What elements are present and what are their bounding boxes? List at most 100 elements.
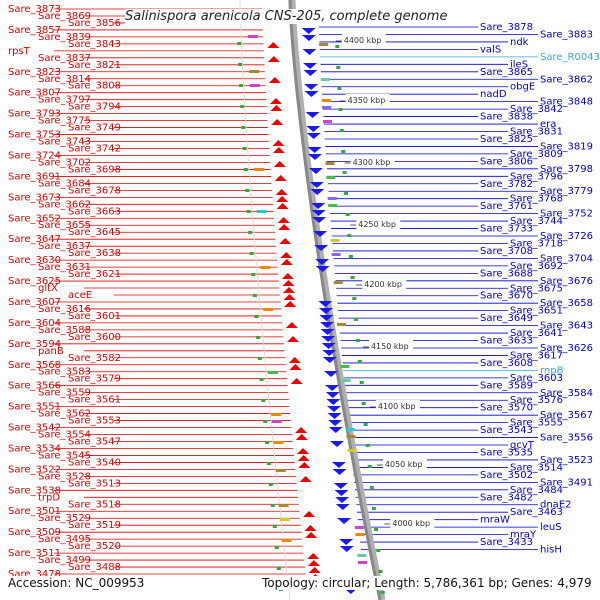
left-gene-label[interactable]: Sare_3823 (8, 67, 61, 78)
right-gene-label[interactable]: Sare_3733 (480, 224, 533, 235)
left-gene-label[interactable]: Sare_3561 (68, 395, 121, 406)
left-gene-label[interactable]: Sare_3625 (8, 276, 61, 287)
right-gene-label[interactable]: Sare_3838 (480, 112, 533, 123)
right-gene-label[interactable]: Sare_3692 (510, 261, 563, 272)
right-gene-label[interactable]: era (540, 119, 556, 130)
left-gene-label[interactable]: Sare_3529 (38, 513, 91, 524)
right-gene-label[interactable]: Sare_3641 (510, 328, 563, 339)
right-gene-label[interactable]: Sare_3819 (540, 141, 593, 152)
left-gene-label[interactable]: Sare_3538 (8, 485, 61, 496)
left-gene-label[interactable]: Sare_3821 (68, 60, 121, 71)
left-gene-label[interactable]: Sare_3652 (8, 213, 61, 224)
left-gene-label[interactable]: Sare_3588 (38, 325, 91, 336)
left-gene-label[interactable]: Sare_3566 (8, 381, 61, 392)
left-gene-label[interactable]: Sare_3495 (38, 534, 91, 545)
left-gene-label[interactable]: Sare_3749 (68, 123, 121, 134)
right-gene-label[interactable]: Sare_3484 (510, 485, 563, 496)
left-gene-label[interactable]: Sare_3869 (38, 11, 91, 22)
left-gene-label[interactable]: Sare_3545 (38, 450, 91, 461)
left-gene-label[interactable]: Sare_3621 (68, 269, 121, 280)
right-gene-label[interactable]: Sare_3883 (540, 29, 593, 40)
right-gene-label[interactable]: Sare_3567 (540, 410, 593, 421)
left-gene-label[interactable]: Sare_3793 (8, 109, 61, 120)
right-gene-label[interactable]: hisH (540, 545, 562, 556)
left-gene-label[interactable]: Sare_3873 (8, 4, 61, 15)
right-gene-label[interactable]: Sare_3670 (480, 291, 533, 302)
left-gene-label[interactable]: Sare_3547 (68, 436, 121, 447)
left-gene-label[interactable]: Sare_3645 (68, 227, 121, 238)
left-gene-label[interactable]: Sare_3638 (68, 248, 121, 259)
right-gene-label[interactable]: Sare_3825 (480, 134, 533, 145)
left-gene-label[interactable]: Sare_3857 (8, 25, 61, 36)
left-gene-label[interactable]: Sare_3843 (68, 39, 121, 50)
right-gene-label[interactable]: Sare_3555 (510, 418, 563, 429)
right-gene-label[interactable]: Sare_3704 (540, 253, 593, 264)
right-gene-label[interactable]: Sare_3675 (510, 283, 563, 294)
left-gene-label[interactable]: Sare_3594 (8, 339, 61, 350)
left-gene-label[interactable]: Sare_3579 (68, 374, 121, 385)
left-gene-label[interactable]: Sare_3856 (68, 18, 121, 29)
right-gene-label[interactable]: Sare_3633 (480, 336, 533, 347)
left-gene-label[interactable]: panB (38, 346, 64, 357)
left-gene-label[interactable]: Sare_3647 (8, 234, 61, 245)
left-gene-label[interactable]: Sare_3562 (38, 409, 91, 420)
right-gene-label[interactable]: Sare_3463 (510, 507, 563, 518)
left-gene-label[interactable]: Sare_3518 (68, 499, 121, 510)
right-gene-label[interactable]: dnaE2 (540, 500, 572, 511)
right-gene-label[interactable]: mraW (480, 515, 510, 526)
left-gene-label[interactable]: Sare_3807 (8, 88, 61, 99)
right-gene-label[interactable]: nadD (480, 89, 507, 100)
right-gene-label[interactable]: Sare_3502 (480, 470, 533, 481)
left-gene-label[interactable]: Sare_3522 (8, 464, 61, 475)
left-gene-label[interactable]: Sare_3478 (8, 569, 61, 580)
left-gene-label[interactable]: Sare_3488 (68, 562, 121, 573)
left-gene-label[interactable]: Sare_3702 (38, 157, 91, 168)
left-gene-label[interactable]: Sare_3499 (38, 555, 91, 566)
left-gene-label[interactable]: Sare_3724 (8, 150, 61, 161)
left-gene-label[interactable]: Sare_3582 (68, 353, 121, 364)
left-gene-label[interactable]: Sare_3673 (8, 192, 61, 203)
right-gene-label[interactable]: valS (480, 44, 501, 55)
left-gene-label[interactable]: Sare_3637 (38, 241, 91, 252)
left-gene-label[interactable]: Sare_3600 (68, 332, 121, 343)
right-gene-label[interactable]: Sare_3848 (540, 97, 593, 108)
right-gene-label[interactable]: Sare_3708 (480, 246, 533, 257)
left-gene-label[interactable]: Sare_3551 (8, 402, 61, 413)
left-gene-label[interactable]: Sare_3604 (8, 318, 61, 329)
left-gene-label[interactable]: Sare_3542 (8, 423, 61, 434)
right-gene-label[interactable]: obgE (510, 82, 535, 93)
left-gene-label[interactable]: gltX (38, 283, 58, 294)
left-gene-label[interactable]: Sare_3743 (38, 137, 91, 148)
right-gene-label[interactable]: Sare_3658 (540, 298, 593, 309)
left-gene-label[interactable]: Sare_3684 (38, 178, 91, 189)
left-gene-label[interactable]: aceE (68, 290, 92, 301)
right-gene-label[interactable]: Sare_3831 (510, 127, 563, 138)
right-gene-label[interactable]: Sare_3782 (480, 179, 533, 190)
right-gene-label[interactable]: Sare_3491 (540, 477, 593, 488)
left-gene-label[interactable]: Sare_3753 (8, 130, 61, 141)
left-gene-label[interactable]: Sare_3559 (38, 388, 91, 399)
right-gene-label[interactable]: Sare_3718 (510, 238, 563, 249)
right-gene-label[interactable]: Sare_3798 (540, 164, 593, 175)
left-gene-label[interactable]: Sare_3511 (8, 548, 61, 559)
right-gene-label[interactable]: Sare_3556 (540, 433, 593, 444)
left-gene-label[interactable]: Sare_3698 (68, 164, 121, 175)
right-gene-label[interactable]: rnpB (540, 365, 564, 376)
right-gene-label[interactable]: Sare_3676 (540, 276, 593, 287)
left-gene-label[interactable]: Sare_3794 (68, 102, 121, 113)
left-gene-label[interactable]: Sare_3663 (68, 206, 121, 217)
left-gene-label[interactable]: Sare_3501 (8, 506, 61, 517)
right-gene-label[interactable]: Sare_3865 (480, 67, 533, 78)
right-gene-label[interactable]: Sare_3649 (480, 313, 533, 324)
right-gene-label[interactable]: ileS (510, 59, 528, 70)
left-gene-label[interactable]: Sare_3520 (68, 541, 121, 552)
right-gene-label[interactable]: Sare_3779 (540, 186, 593, 197)
left-gene-label[interactable]: Sare_3568 (8, 360, 61, 371)
right-gene-label[interactable]: Sare_R0043 (540, 52, 600, 63)
left-gene-label[interactable]: Sare_3553 (68, 416, 121, 427)
right-gene-label[interactable]: Sare_3514 (510, 462, 563, 473)
left-gene-label[interactable]: Sare_3534 (8, 443, 61, 454)
right-gene-label[interactable]: leuS (540, 522, 562, 533)
right-gene-label[interactable]: Sare_3523 (540, 455, 593, 466)
left-gene-label[interactable]: Sare_3797 (38, 95, 91, 106)
